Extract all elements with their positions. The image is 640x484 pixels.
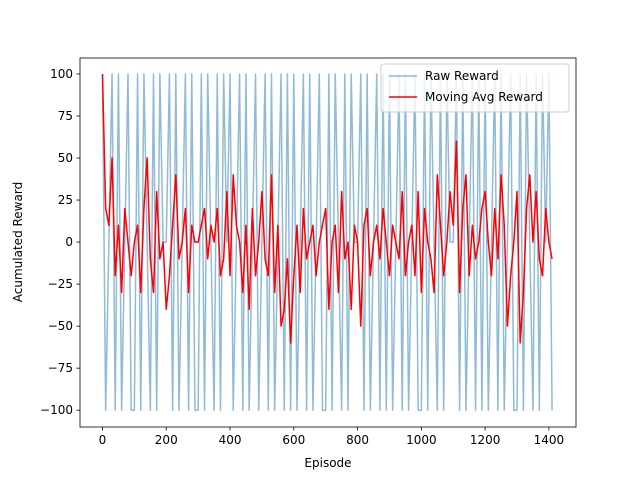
y-tick-label: 100 — [50, 67, 73, 81]
legend-label: Moving Avg Reward — [425, 90, 543, 104]
y-tick-label: −100 — [40, 403, 73, 417]
series-line — [101, 73, 553, 344]
y-tick-label: −50 — [48, 319, 73, 333]
x-tick-label: 800 — [346, 433, 369, 447]
legend: Raw Reward Moving Avg Reward — [380, 63, 570, 113]
y-tick-label: 25 — [58, 193, 73, 207]
x-tick-label: 1200 — [470, 433, 501, 447]
y-tick-label: 0 — [65, 235, 73, 249]
legend-box — [380, 63, 570, 113]
plot-frame — [79, 57, 577, 428]
x-tick-label: 1400 — [534, 433, 565, 447]
y-tick-label: 75 — [58, 109, 73, 123]
x-tick-label: 400 — [219, 433, 242, 447]
x-tick-label: 1000 — [406, 433, 437, 447]
x-tick-label: 600 — [282, 433, 305, 447]
legend-label: Raw Reward — [425, 69, 499, 83]
x-tick-label: 200 — [155, 433, 178, 447]
x-axis-label: Episode — [304, 456, 351, 470]
x-tick-label: 0 — [99, 433, 107, 447]
y-tick-label: −75 — [48, 361, 73, 375]
y-tick-label: −25 — [48, 277, 73, 291]
y-axis-label: Acumulated Reward — [11, 182, 25, 302]
y-tick-label: 50 — [58, 151, 73, 165]
